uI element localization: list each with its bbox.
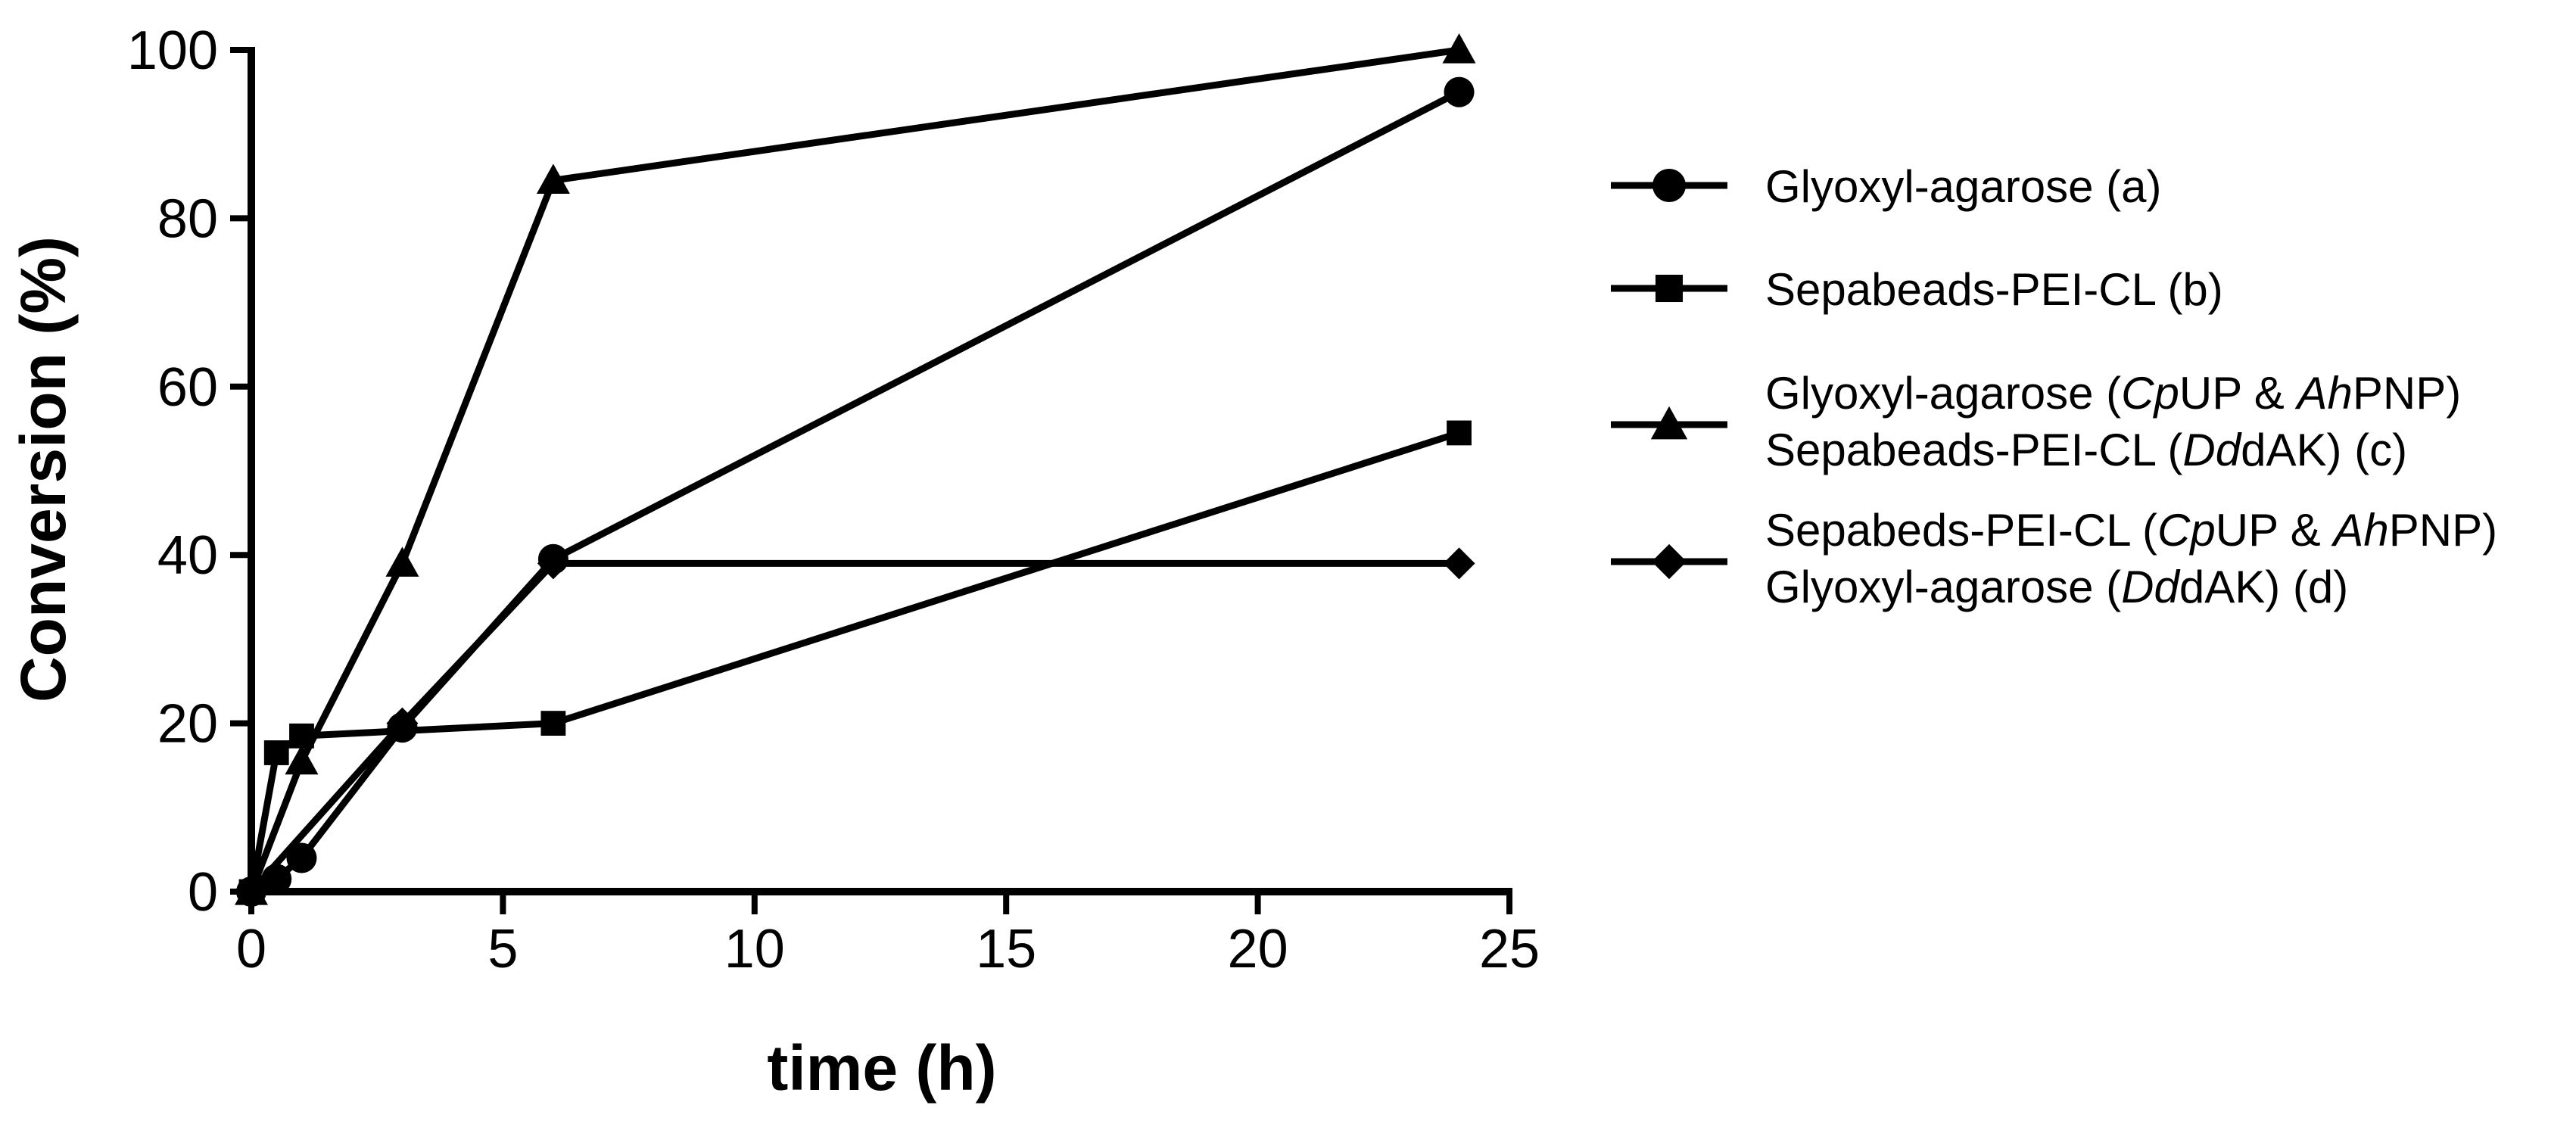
- legend-marker-c: [1650, 406, 1688, 440]
- data-point-c: [285, 744, 319, 775]
- legend-label-segment: Cp: [2157, 505, 2216, 556]
- legend-marker-d: [1651, 543, 1687, 580]
- y-tick-label: 60: [157, 357, 218, 418]
- legend-label-segment: Dd: [2182, 425, 2241, 475]
- legend-label-segment: Glyoxyl-agarose (: [1765, 562, 2121, 612]
- data-point-a: [1444, 76, 1475, 107]
- legend-item-b: Sepabeads-PEI-CL (b): [1611, 264, 2223, 315]
- y-tick-label: 40: [157, 525, 218, 586]
- data-point-b: [263, 740, 289, 765]
- x-tick-label: 25: [1479, 919, 1540, 979]
- legend-label-c: Sepabeads-PEI-CL (DddAK) (c): [1765, 425, 2407, 475]
- data-point-c: [1442, 33, 1476, 64]
- axes: [248, 47, 1512, 895]
- data-point-d: [537, 547, 569, 580]
- data-point-a: [286, 842, 317, 873]
- legend-label-segment: Sepabeads-PEI-CL (: [1765, 425, 2182, 475]
- legend: Glyoxyl-agarose (a) Sepabeads-PEI-CL (b) G…: [1611, 161, 2497, 612]
- y-tick-label: 20: [157, 694, 218, 755]
- legend-label-segment: Sepabeads-PEI-CL (b): [1765, 264, 2223, 315]
- x-tick-label: 15: [976, 919, 1036, 979]
- legend-label-segment: PNP): [2353, 368, 2461, 419]
- legend-label-d: Glyoxyl-agarose (DddAK) (d): [1765, 562, 2348, 612]
- y-tick-label: 0: [188, 862, 218, 923]
- legend-item-c: Glyoxyl-agarose (CpUP & AhPNP) Sepabeads-…: [1611, 368, 2461, 475]
- data-point-d: [235, 876, 267, 908]
- series-line-d: [248, 559, 1459, 895]
- legend-label-segment: Ah: [2331, 505, 2388, 556]
- legend-label-segment: Cp: [2121, 368, 2179, 419]
- y-ticks: 0 20 40 60 80 100: [127, 20, 251, 923]
- series-layer: [235, 33, 1476, 908]
- x-axis-title: time (h): [767, 1032, 996, 1104]
- data-point-d: [386, 707, 419, 739]
- legend-item-a: Glyoxyl-agarose (a): [1611, 161, 2162, 212]
- series-b: [238, 420, 1472, 904]
- legend-label-segment: Dd: [2121, 562, 2180, 612]
- y-tick-label: 100: [127, 20, 218, 81]
- x-tick-label: 0: [236, 919, 266, 979]
- series-d: [235, 547, 1475, 908]
- legend-label-b: Sepabeads-PEI-CL (b): [1765, 264, 2223, 315]
- legend-marker-a: [1652, 169, 1686, 202]
- x-tick-label: 5: [487, 919, 518, 979]
- data-point-c: [536, 163, 570, 194]
- legend-label-segment: PNP): [2389, 505, 2497, 556]
- data-point-b: [1447, 420, 1472, 446]
- legend-label-segment: dAK) (d): [2179, 562, 2348, 612]
- legend-label-c: Glyoxyl-agarose (CpUP & AhPNP): [1765, 368, 2461, 419]
- y-axis-title: Conversion (%): [8, 236, 79, 702]
- legend-label-segment: UP &: [2216, 505, 2334, 556]
- data-point-c: [385, 546, 419, 577]
- legend-label-segment: UP &: [2179, 368, 2297, 419]
- legend-label-d: Sepabeds-PEI-CL (CpUP & AhPNP): [1765, 505, 2497, 556]
- legend-label-segment: Sepabeds-PEI-CL (: [1765, 505, 2157, 556]
- legend-marker-b: [1655, 274, 1684, 303]
- legend-item-d: Sepabeds-PEI-CL (CpUP & AhPNP) Glyoxyl-ag…: [1611, 505, 2497, 612]
- legend-label-segment: Glyoxyl-agarose (a): [1765, 161, 2162, 212]
- data-point-b: [540, 711, 566, 736]
- x-tick-label: 20: [1228, 919, 1288, 979]
- y-tick-label: 80: [157, 188, 218, 249]
- data-point-d: [1443, 547, 1475, 580]
- legend-label-a: Glyoxyl-agarose (a): [1765, 161, 2162, 212]
- x-tick-label: 10: [724, 919, 785, 979]
- legend-label-segment: Ah: [2294, 368, 2352, 419]
- legend-label-segment: dAK) (c): [2241, 425, 2407, 475]
- legend-label-segment: Glyoxyl-agarose (: [1765, 368, 2121, 419]
